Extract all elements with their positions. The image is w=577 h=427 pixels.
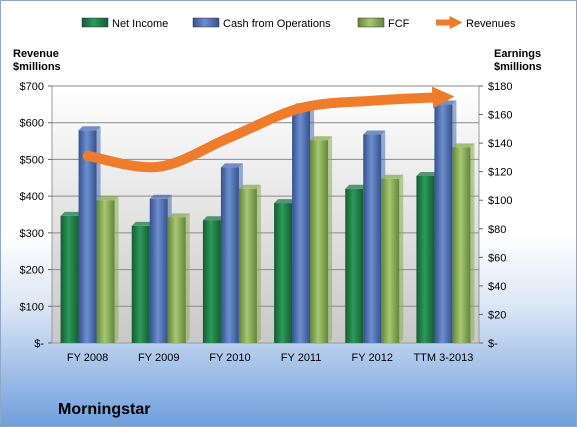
category-label: FY 2008 <box>67 352 108 364</box>
bar-side <box>399 174 404 343</box>
bar <box>363 134 382 343</box>
category-label: FY 2011 <box>281 352 322 364</box>
revenue-line <box>82 86 455 173</box>
bar-top <box>381 174 404 179</box>
bar-top <box>452 143 475 148</box>
left-tick-label: $100 <box>20 301 44 313</box>
bar <box>238 188 257 343</box>
left-tick-label: $700 <box>20 81 44 93</box>
right-tick-label: $140 <box>488 138 512 150</box>
bar-side <box>185 213 190 343</box>
right-axis-ticks: $- $20 $40 $60 $80 $100 $120 $140 $160 $180 <box>479 81 512 350</box>
bar <box>167 217 186 343</box>
bar-top <box>310 136 333 141</box>
bar <box>434 104 453 343</box>
left-axis-label-line2: $millions <box>13 61 61 73</box>
bar <box>78 130 97 343</box>
bar-side <box>470 143 475 343</box>
bar <box>149 198 168 343</box>
revenue-line-path <box>82 86 455 173</box>
bar-top <box>60 211 83 216</box>
bar <box>310 140 329 343</box>
bar <box>220 167 239 343</box>
bar-top <box>363 130 386 135</box>
right-tick-label: $100 <box>488 195 512 207</box>
legend-swatch <box>81 17 109 28</box>
bar <box>452 147 471 343</box>
bar-top <box>202 216 225 221</box>
right-tick-label: $120 <box>488 167 512 179</box>
right-tick-label: $160 <box>488 110 512 122</box>
legend-label: Net Income <box>112 18 168 30</box>
legend-label: Cash from Operations <box>223 18 331 30</box>
bar-top <box>167 213 190 218</box>
bar-top <box>149 194 172 199</box>
bar <box>416 175 435 343</box>
bar-top <box>131 221 154 226</box>
right-tick-label: $- <box>488 338 498 350</box>
right-tick-label: $60 <box>488 252 506 264</box>
bar <box>202 220 221 343</box>
bar <box>60 215 79 343</box>
right-axis-label-line1: Earnings <box>494 48 541 60</box>
category-label: TTM 3-2013 <box>413 352 473 364</box>
bar <box>96 200 115 343</box>
bars <box>60 100 475 344</box>
left-axis-ticks: $- $100 $200 $300 $400 $500 $600 $700 <box>20 81 52 350</box>
left-tick-label: $300 <box>20 228 44 240</box>
bar-side <box>256 184 261 343</box>
bar-top <box>220 163 243 168</box>
left-tick-label: $500 <box>20 154 44 166</box>
right-axis-label-line2: $millions <box>494 61 542 73</box>
left-tick-label: $600 <box>20 118 44 130</box>
right-tick-label: $80 <box>488 224 506 236</box>
legend-label: FCF <box>388 18 410 30</box>
left-axis-label-line1: Revenue <box>13 48 59 60</box>
left-tick-label: $- <box>34 338 44 350</box>
bar-top <box>416 171 439 176</box>
left-tick-label: $400 <box>20 191 44 203</box>
legend-swatch <box>192 17 220 28</box>
bar-side <box>114 196 119 343</box>
category-label: FY 2012 <box>352 352 393 364</box>
left-tick-label: $200 <box>20 265 44 277</box>
bar-top <box>345 184 368 189</box>
legend-label: Revenues <box>466 18 516 30</box>
company-title: Morningstar <box>58 401 150 418</box>
right-tick-label: $180 <box>488 81 512 93</box>
right-tick-label: $40 <box>488 281 506 293</box>
legend-swatch <box>357 17 385 28</box>
bar-side <box>328 136 333 343</box>
category-labels: FY 2008 FY 2009 FY 2010 FY 2011 FY 2012 TTM 3… <box>67 352 473 364</box>
bar-top <box>274 199 297 204</box>
bar-top <box>96 196 119 201</box>
bar <box>274 203 293 343</box>
plot-area <box>51 85 480 344</box>
bar <box>292 107 311 344</box>
bar-top <box>78 126 101 131</box>
legend: Net Income Cash from Operations FCF Revenue… <box>81 15 516 30</box>
category-label: FY 2010 <box>209 352 250 364</box>
right-tick-label: $20 <box>488 309 506 321</box>
bar <box>381 178 400 343</box>
bar-top <box>238 184 261 189</box>
bar <box>131 225 150 343</box>
bar <box>345 188 364 343</box>
category-label: FY 2009 <box>138 352 179 364</box>
